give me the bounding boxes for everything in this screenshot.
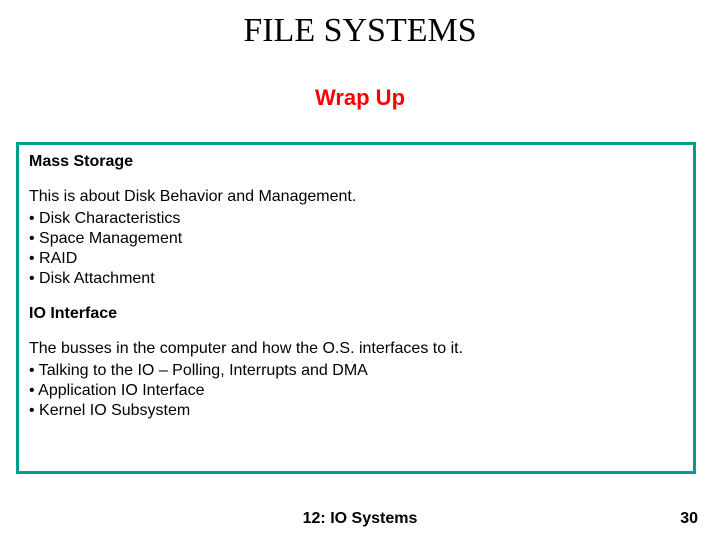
slide: FILE SYSTEMS Wrap Up Mass Storage This i… <box>0 0 720 540</box>
section-heading-io-interface: IO Interface <box>29 305 683 323</box>
section2-bullet: • Talking to the IO – Polling, Interrupt… <box>29 361 683 381</box>
section1-bullet: • Space Management <box>29 229 683 249</box>
page-number: 30 <box>680 510 698 528</box>
slide-subtitle: Wrap Up <box>0 85 720 111</box>
section-heading-mass-storage: Mass Storage <box>29 153 683 171</box>
content-box: Mass Storage This is about Disk Behavior… <box>16 142 696 474</box>
section2-bullet: • Application IO Interface <box>29 381 683 401</box>
section1-intro: This is about Disk Behavior and Manageme… <box>29 187 683 207</box>
section-gap <box>29 289 683 305</box>
section1-bullet: • Disk Characteristics <box>29 209 683 229</box>
section1-bullet: • Disk Attachment <box>29 269 683 289</box>
slide-title: FILE SYSTEMS <box>0 12 720 50</box>
section1-bullet: • RAID <box>29 249 683 269</box>
section2-bullet: • Kernel IO Subsystem <box>29 401 683 421</box>
footer-center-label: 12: IO Systems <box>0 510 720 528</box>
section2-intro: The busses in the computer and how the O… <box>29 339 683 359</box>
